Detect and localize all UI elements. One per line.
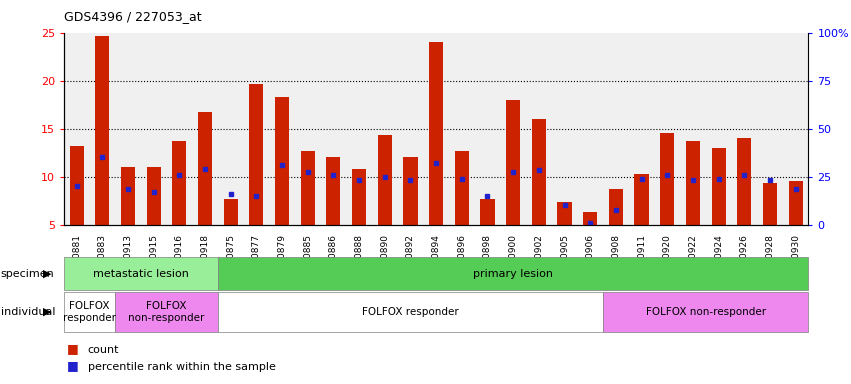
Bar [686,141,700,225]
Bar [64,292,115,332]
Bar [218,257,808,290]
Bar [378,136,391,225]
Bar [481,199,494,225]
Bar [172,141,186,225]
Bar [115,292,218,332]
Bar [70,146,83,225]
Bar [429,42,443,225]
Text: specimen: specimen [1,268,54,279]
Text: ■: ■ [66,342,78,355]
Bar [198,113,212,225]
Bar [275,97,289,225]
Text: percentile rank within the sample: percentile rank within the sample [88,362,276,372]
Text: metastatic lesion: metastatic lesion [93,268,189,279]
Text: GDS4396 / 227053_at: GDS4396 / 227053_at [64,10,202,23]
Bar [327,157,340,225]
Text: primary lesion: primary lesion [473,268,553,279]
Bar [711,148,726,225]
Bar [249,84,264,225]
Bar [583,212,597,225]
Text: FOLFOX non-responder: FOLFOX non-responder [646,307,766,317]
Text: ■: ■ [66,359,78,372]
Bar [218,292,603,332]
Bar [608,189,623,225]
Bar [506,100,520,225]
Text: FOLFOX
non-responder: FOLFOX non-responder [129,301,205,323]
Bar [300,151,315,225]
Text: individual: individual [1,307,55,317]
Bar [762,184,777,225]
Bar [532,119,545,225]
Bar [557,202,572,225]
Bar [603,292,808,332]
Text: count: count [88,345,119,355]
Bar [789,182,802,225]
Text: ▶: ▶ [43,307,51,317]
Text: FOLFOX
responder: FOLFOX responder [63,301,116,323]
Bar [224,199,237,225]
Bar [635,174,648,225]
Text: ▶: ▶ [43,268,51,279]
Bar [95,36,110,225]
Bar [121,167,135,225]
Bar [454,151,469,225]
Bar [403,157,418,225]
Text: FOLFOX responder: FOLFOX responder [362,307,459,317]
Bar [660,134,674,225]
Bar [352,169,366,225]
Bar [737,138,751,225]
Bar [64,257,218,290]
Bar [146,167,161,225]
